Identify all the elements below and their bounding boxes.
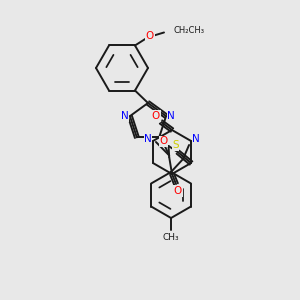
Text: S: S	[172, 140, 179, 150]
Text: O: O	[174, 186, 182, 196]
Text: O: O	[146, 32, 154, 41]
Text: N: N	[144, 134, 152, 144]
Text: O: O	[159, 136, 167, 146]
Text: N: N	[167, 111, 175, 121]
Text: N: N	[192, 134, 200, 144]
Text: N: N	[121, 111, 129, 121]
Text: CH₂CH₃: CH₂CH₃	[174, 26, 205, 35]
Text: O: O	[152, 111, 160, 121]
Text: CH₃: CH₃	[163, 232, 179, 242]
